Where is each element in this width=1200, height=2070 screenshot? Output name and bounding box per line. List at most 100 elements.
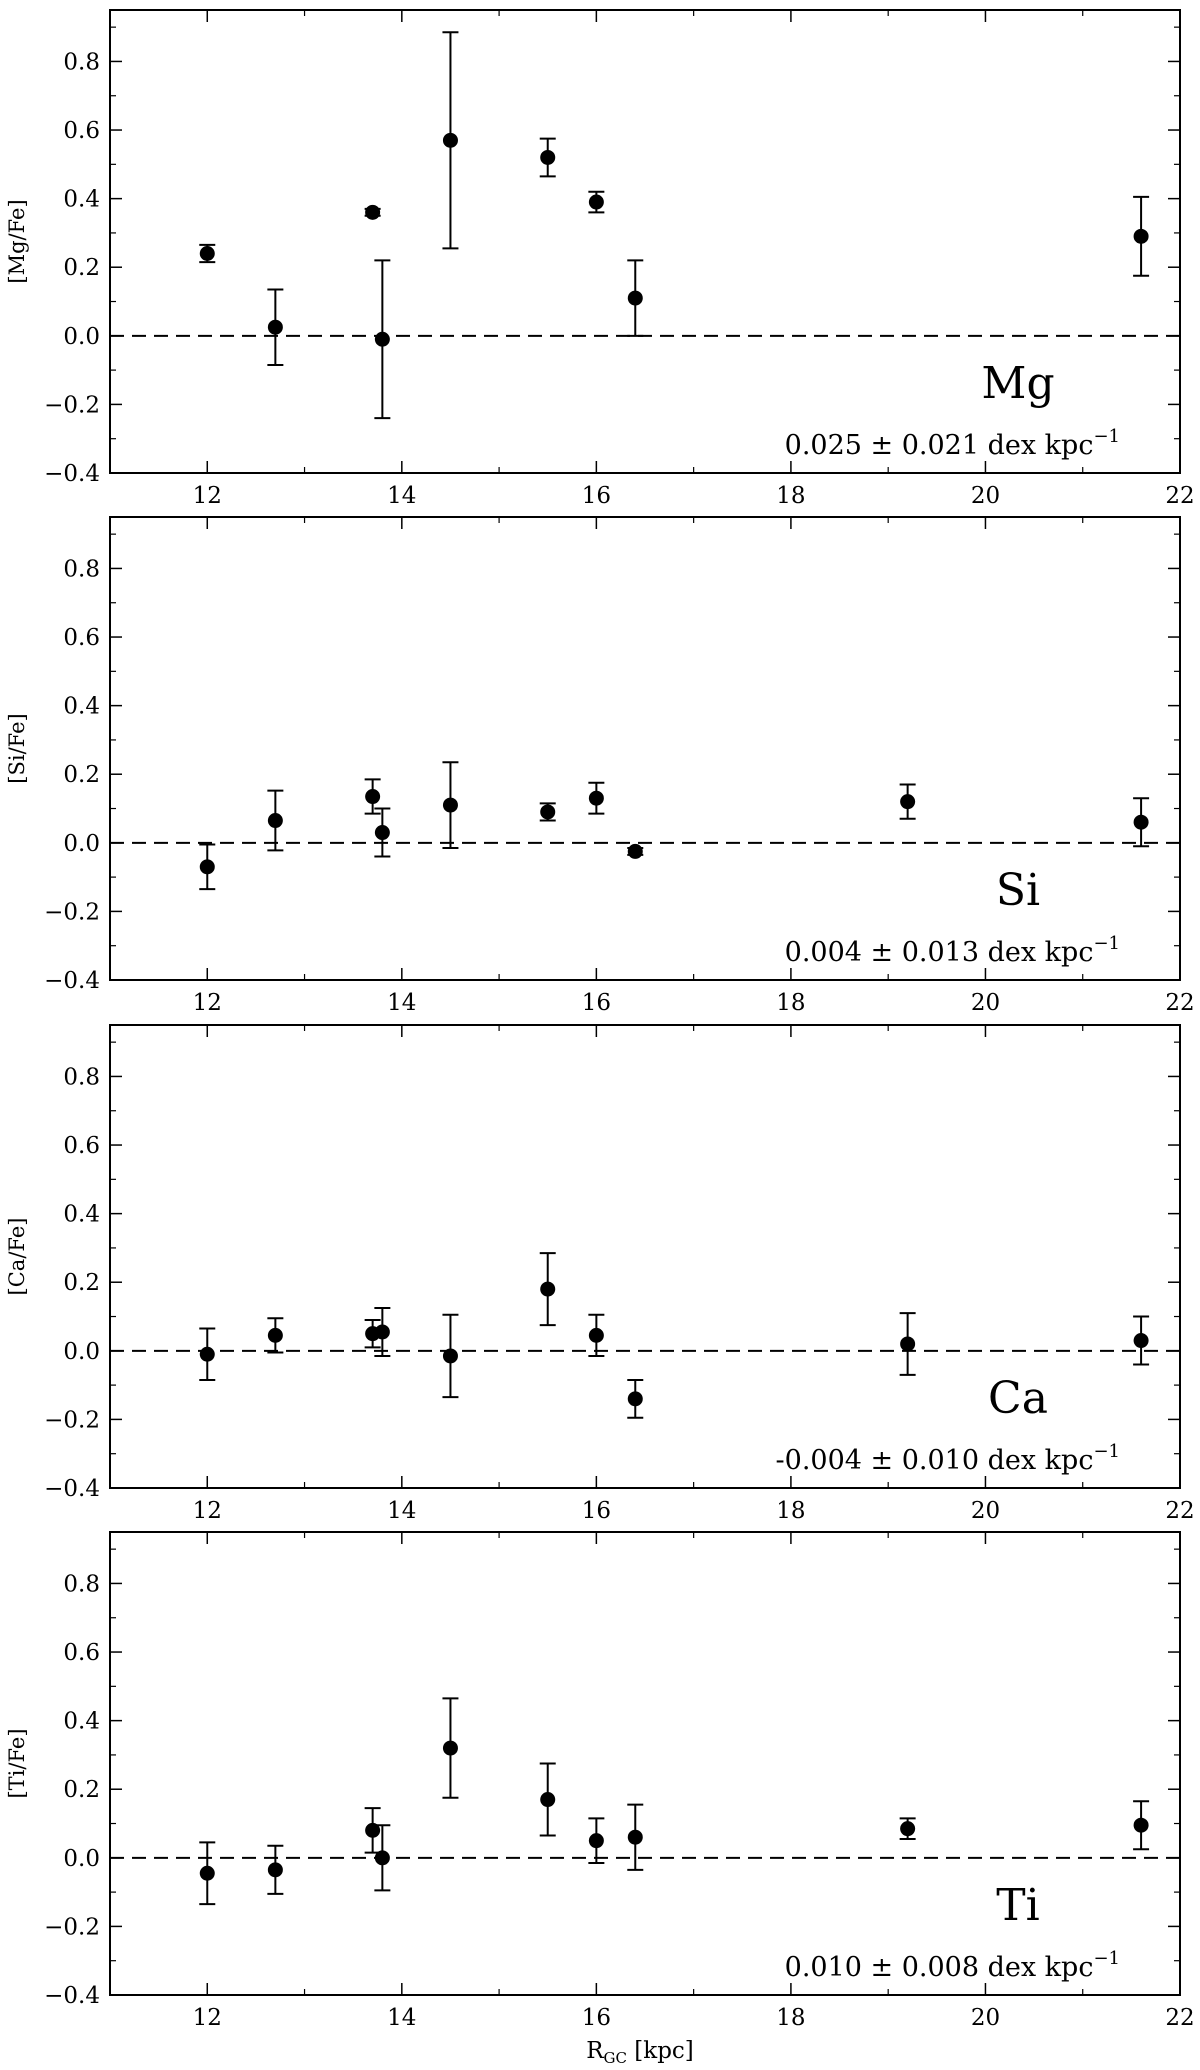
panel-si-gradient-label: 0.004 ± 0.013 dex kpc−1 (785, 933, 1120, 968)
panel-si-data-point (540, 804, 556, 820)
panel-si-y-tick-label: −0.2 (44, 899, 100, 925)
panel-ca-data-point (442, 1348, 458, 1364)
panel-ti-y-tick-label: 0.4 (63, 1709, 100, 1735)
panel-si-y-tick-label: 0.2 (63, 762, 100, 788)
panel-si-data-point (1133, 814, 1149, 830)
panel-ca-data-point (588, 1327, 604, 1343)
panel-mg-y-tick-label: −0.4 (44, 461, 100, 487)
panel-mg-y-tick-label: 0.8 (63, 49, 100, 75)
panel-si-y-tick-label: −0.4 (44, 968, 100, 994)
panel-mg-element-label: Mg (981, 358, 1054, 409)
panel-ti-y-tick-label: 0.6 (63, 1640, 100, 1666)
panel-mg-x-tick-label: 22 (1165, 483, 1194, 509)
panel-ca-x-tick-label: 22 (1165, 1498, 1194, 1524)
panel-si-x-tick-label: 14 (387, 990, 416, 1016)
panel-ti-data-point (1133, 1817, 1149, 1833)
panel-ti-y-tick-label: −0.4 (44, 1983, 100, 2009)
panel-si-data-point (900, 794, 916, 810)
panel-si-y-tick-label: 0.8 (63, 556, 100, 582)
panel-ti-data-point (374, 1850, 390, 1866)
panel-ca-data-point (374, 1324, 390, 1340)
panel-ca-gradient-label: -0.004 ± 0.010 dex kpc−1 (776, 1441, 1120, 1476)
panel-mg-y-tick-label: −0.2 (44, 392, 100, 418)
panel-si-y-tick-label: 0.0 (63, 831, 100, 857)
panel-mg-x-tick-label: 18 (776, 483, 805, 509)
panel-ti-x-tick-label: 16 (582, 2005, 611, 2031)
panel-mg-x-tick-label: 14 (387, 483, 416, 509)
panel-si-y-axis-label: [Si/Fe] (5, 713, 29, 783)
panel-si-x-tick-label: 22 (1165, 990, 1194, 1016)
panel-ti-y-axis-label: [Ti/Fe] (5, 1728, 29, 1798)
panel-si-data-point (588, 790, 604, 806)
panel-ti-data-point (900, 1821, 916, 1837)
panel-ca-data-point (199, 1346, 215, 1362)
panel-ti-element-label: Ti (996, 1880, 1039, 1931)
panel-mg-y-tick-label: 0.2 (63, 255, 100, 281)
x-axis-label-subscript: GC (604, 2049, 627, 2067)
panel-ti-frame (109, 1531, 1181, 1996)
panel-si-x-tick-label: 20 (971, 990, 1000, 1016)
panel-mg-x-tick-label: 20 (971, 483, 1000, 509)
panel-ca-data-point (1133, 1333, 1149, 1349)
panel-ti-y-tick-label: 0.8 (63, 1571, 100, 1597)
x-axis-label-main: R (586, 2038, 604, 2064)
panel-ca-y-tick-label: 0.4 (63, 1202, 100, 1228)
panel-mg-data-point (374, 331, 390, 347)
panel-ca-y-tick-label: 0.0 (63, 1339, 100, 1365)
panel-mg-data-point (365, 204, 381, 220)
panel-ca-x-tick-label: 16 (582, 1498, 611, 1524)
panel-ti-data-point (365, 1822, 381, 1838)
panel-ti-y-tick-label: 0.0 (63, 1846, 100, 1872)
panel-ti-x-tick-label: 20 (971, 2005, 1000, 2031)
panel-ca-x-tick-label: 14 (387, 1498, 416, 1524)
panel-ca-x-tick-label: 20 (971, 1498, 1000, 1524)
panel-ca-y-axis-label: [Ca/Fe] (5, 1218, 29, 1296)
panel-ca-data-point (540, 1281, 556, 1297)
panel-si-x-tick-label: 18 (776, 990, 805, 1016)
panel-si-data-point (365, 789, 381, 805)
panel-ti-x-tick-label: 18 (776, 2005, 805, 2031)
panel-ca-y-tick-label: −0.2 (44, 1407, 100, 1433)
panel-si-frame (109, 516, 1181, 981)
panel-si-x-tick-label: 16 (582, 990, 611, 1016)
panel-mg-data-point (588, 194, 604, 210)
panel-si-y-tick-label: 0.4 (63, 694, 100, 720)
panel-ca-x-tick-label: 18 (776, 1498, 805, 1524)
panel-ca-x-tick-label: 12 (193, 1498, 222, 1524)
panel-ca-data-point (900, 1336, 916, 1352)
x-axis-label-unit: [kpc] (627, 2038, 694, 2064)
panel-mg-data-point (442, 132, 458, 148)
panel-ti-data-point (588, 1833, 604, 1849)
panel-ca-y-tick-label: 0.2 (63, 1270, 100, 1296)
panel-mg-x-tick-label: 16 (582, 483, 611, 509)
panel-ti: 12 14 16 18 20 22 −0.4 −0.2 0.0 0.2 0.4 0.6 0.8 [Ti/F… (5, 1531, 1195, 2031)
panel-mg-y-tick-label: 0.0 (63, 324, 100, 350)
panel-si-data-point (374, 825, 390, 841)
panel-ti-data-point (199, 1865, 215, 1881)
panel-mg-x-tick-label: 12 (193, 483, 222, 509)
panel-mg-data-point (199, 246, 215, 262)
panel-mg-frame (109, 9, 1181, 474)
panel-ca-element-label: Ca (988, 1373, 1048, 1424)
panel-mg-data-point (1133, 228, 1149, 244)
panel-mg-gradient-label: 0.025 ± 0.021 dex kpc−1 (785, 426, 1120, 461)
panel-mg-y-tick-label: 0.4 (63, 187, 100, 213)
panel-ti-data-point (627, 1829, 643, 1845)
panel-si-data-point (627, 843, 643, 859)
panel-si-element-label: Si (996, 865, 1040, 916)
panel-ca: 12 14 16 18 20 22 −0.4 −0.2 0.0 0.2 0.4 0.6 0.8 [Ca/F… (5, 1024, 1195, 1524)
panel-si-data-point (199, 859, 215, 875)
panel-mg-data-point (540, 149, 556, 165)
panel-mg-y-tick-label: 0.6 (63, 118, 100, 144)
panel-ti-y-tick-label: 0.2 (63, 1777, 100, 1803)
panel-si-y-tick-label: 0.6 (63, 625, 100, 651)
x-axis-label: RGC [kpc] (586, 2038, 694, 2067)
panel-mg-data-point (267, 319, 283, 335)
panel-ti-data-point (540, 1792, 556, 1808)
panel-si: 12 14 16 18 20 22 −0.4 −0.2 0.0 0.2 0.4 0.6 0.8 [Si/F… (5, 516, 1195, 1016)
panel-ca-y-tick-label: 0.6 (63, 1133, 100, 1159)
panel-si-x-tick-label: 12 (193, 990, 222, 1016)
panel-ca-data-point (267, 1327, 283, 1343)
panel-ca-y-tick-label: −0.4 (44, 1476, 100, 1502)
